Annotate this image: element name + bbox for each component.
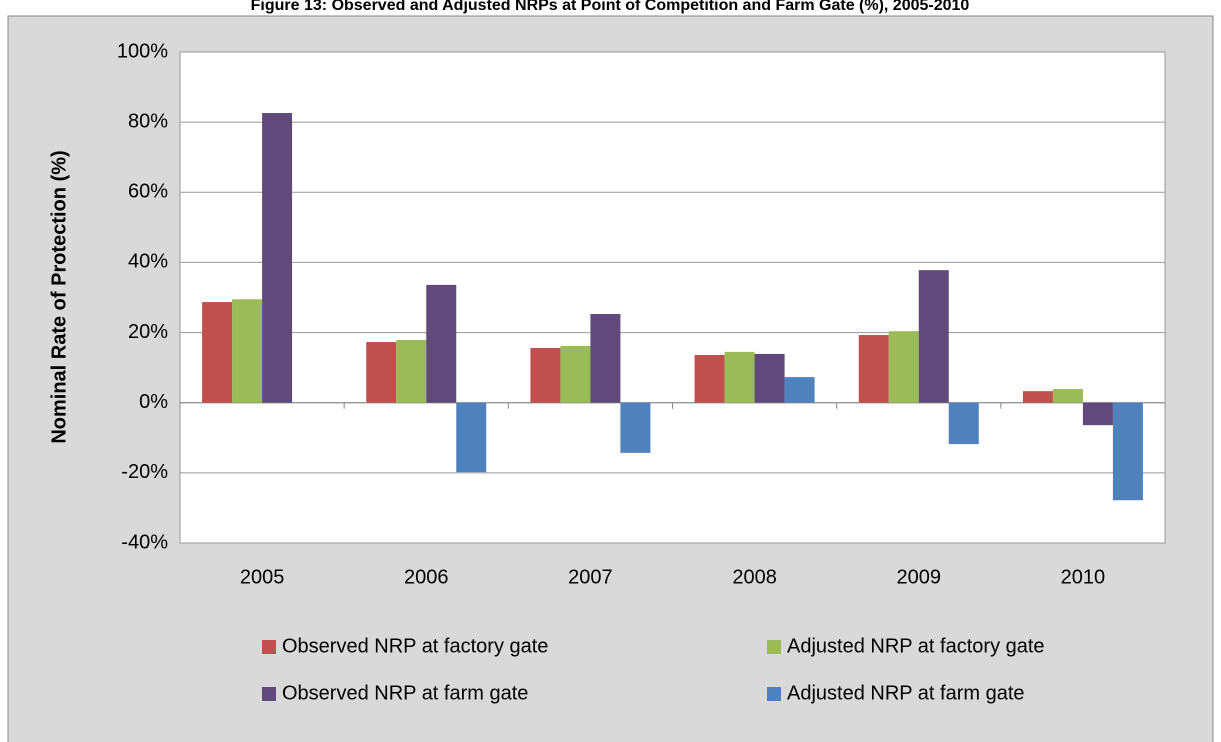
legend-label: Adjusted NRP at farm gate <box>787 682 1025 704</box>
legend-swatch <box>262 687 276 701</box>
y-tick-label: 60% <box>128 181 168 203</box>
bar <box>1082 402 1113 426</box>
bar <box>456 402 487 473</box>
legend-swatch <box>767 640 781 654</box>
bar <box>1022 391 1053 403</box>
bar <box>1112 402 1143 501</box>
bar <box>202 302 233 403</box>
x-tick-label: 2006 <box>404 566 449 588</box>
bar <box>948 402 979 445</box>
y-tick-label: 0% <box>139 391 168 413</box>
plot-area <box>179 51 1166 544</box>
bar <box>918 270 949 403</box>
bar <box>724 351 755 403</box>
bar <box>366 342 397 403</box>
legend-swatch <box>262 640 276 654</box>
x-tick-label: 2007 <box>568 566 613 588</box>
chart-title: Figure 13: Observed and Adjusted NRPs at… <box>251 0 970 14</box>
legend-label: Adjusted NRP at factory gate <box>787 635 1045 657</box>
bar <box>694 355 725 403</box>
bar <box>530 348 561 403</box>
bar <box>858 335 889 403</box>
bar <box>1052 389 1083 403</box>
x-tick-label: 2005 <box>240 566 285 588</box>
y-axis-title: Nominal Rate of Protection (%) <box>48 150 70 443</box>
legend-swatch <box>767 687 781 701</box>
y-tick-label: 20% <box>128 321 168 343</box>
y-tick-label: 40% <box>128 251 168 273</box>
y-tick-label: 100% <box>117 40 168 62</box>
bar <box>232 299 263 403</box>
bar <box>560 345 591 403</box>
y-tick-label: 80% <box>128 110 168 132</box>
bar <box>888 331 919 403</box>
bar <box>396 339 427 403</box>
bar <box>784 377 815 403</box>
legend-label: Observed NRP at farm gate <box>282 682 528 704</box>
x-tick-label: 2010 <box>1061 566 1106 588</box>
bar <box>754 353 785 403</box>
y-tick-label: -20% <box>121 461 168 483</box>
y-tick-label: -40% <box>121 531 168 553</box>
bar <box>620 402 651 453</box>
bar <box>590 313 621 403</box>
bar <box>262 113 293 403</box>
bar <box>426 284 457 403</box>
x-tick-label: 2008 <box>732 566 777 588</box>
legend-label: Observed NRP at factory gate <box>282 635 548 657</box>
x-tick-label: 2009 <box>897 566 942 588</box>
